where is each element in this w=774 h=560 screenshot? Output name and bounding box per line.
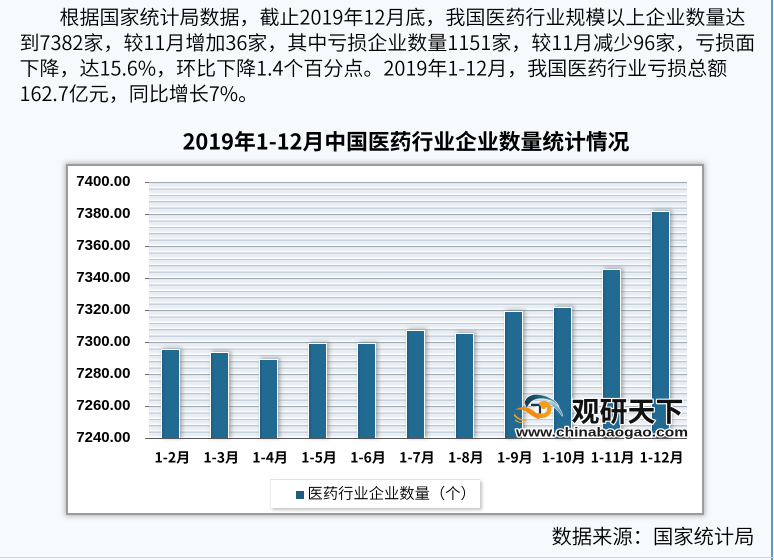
svg-text:www.chinabaogao.com: www.chinabaogao.com bbox=[515, 424, 688, 439]
